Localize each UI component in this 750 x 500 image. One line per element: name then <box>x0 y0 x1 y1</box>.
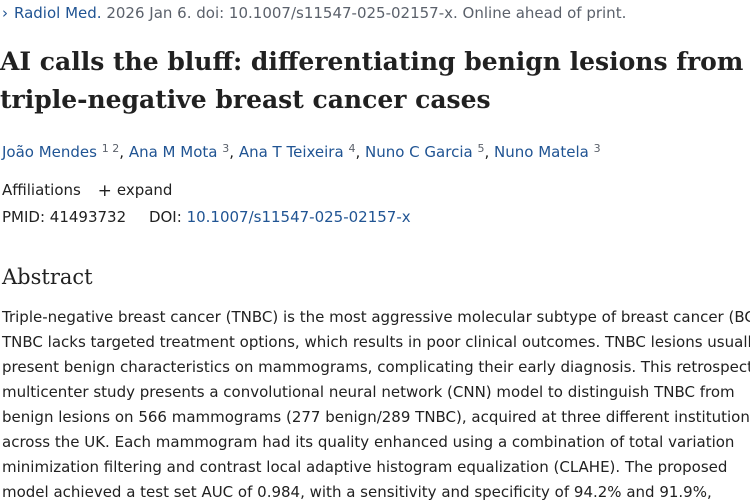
author-affiliation-ref[interactable]: 4 <box>348 142 356 155</box>
abstract-line: multicenter study presents a convolution… <box>2 383 735 401</box>
author-separator: , <box>119 143 125 161</box>
abstract-line: present benign characteristics on mammog… <box>2 358 750 376</box>
abstract-line: model achieved a test set AUC of 0.984, … <box>2 483 712 500</box>
citation-details: 2026 Jan 6. doi: 10.1007/s11547-025-0215… <box>106 4 627 22</box>
affiliations-row: Affiliations + expand <box>2 180 172 201</box>
abstract-line: benign lesions on 566 mammograms (277 be… <box>2 408 750 426</box>
affiliations-expand-button[interactable]: + expand <box>97 181 173 201</box>
author-affiliation-ref[interactable]: 3 <box>222 142 230 155</box>
author-affiliation-ref[interactable]: 5 <box>477 142 485 155</box>
abstract-line: minimization filtering and contrast loca… <box>2 458 728 476</box>
author-separator: , <box>484 143 490 161</box>
author-link[interactable]: Nuno C Garcia <box>365 143 473 161</box>
plus-icon: + <box>97 181 112 201</box>
article-title-line: AI calls the bluff: differentiating beni… <box>0 47 744 76</box>
doi-link[interactable]: 10.1007/s11547-025-02157-x <box>186 208 411 226</box>
article-title-line: triple-negative breast cancer cases <box>0 85 491 114</box>
author-affiliation-ref[interactable]: 1 2 <box>101 142 120 155</box>
abstract-line: TNBC lacks targeted treatment options, w… <box>2 333 750 351</box>
abstract-heading: Abstract <box>2 265 93 289</box>
affiliations-label: Affiliations <box>2 181 81 199</box>
abstract-text: Triple-negative breast cancer (TNBC) is … <box>2 305 750 500</box>
author-link[interactable]: Nuno Matela <box>494 143 589 161</box>
author-list: João Mendes 1 2, Ana M Mota 3, Ana T Tei… <box>2 142 601 162</box>
author-link[interactable]: Ana T Teixeira <box>238 143 344 161</box>
author-separator: , <box>355 143 361 161</box>
abstract-line: across the UK. Each mammogram had its qu… <box>2 433 735 451</box>
chevron-right-icon: › <box>2 4 8 22</box>
journal-link[interactable]: Radiol Med. <box>14 4 102 22</box>
abstract-line: Triple-negative breast cancer (TNBC) is … <box>2 308 750 326</box>
pmid-value: 41493732 <box>49 208 127 226</box>
doi-label: DOI: <box>148 208 182 226</box>
citation-line: › Radiol Med. 2026 Jan 6. doi: 10.1007/s1… <box>2 4 626 22</box>
author-link[interactable]: Ana M Mota <box>128 143 218 161</box>
pmid-label: PMID: <box>2 208 46 226</box>
identifiers-row: PMID: 41493732 DOI: 10.1007/s11547-025-0… <box>2 207 411 227</box>
author-separator: , <box>229 143 235 161</box>
article-title: AI calls the bluff: differentiating beni… <box>0 43 750 119</box>
expand-label: expand <box>116 181 173 199</box>
author-affiliation-ref[interactable]: 3 <box>593 142 601 155</box>
author-link[interactable]: João Mendes <box>2 143 97 161</box>
